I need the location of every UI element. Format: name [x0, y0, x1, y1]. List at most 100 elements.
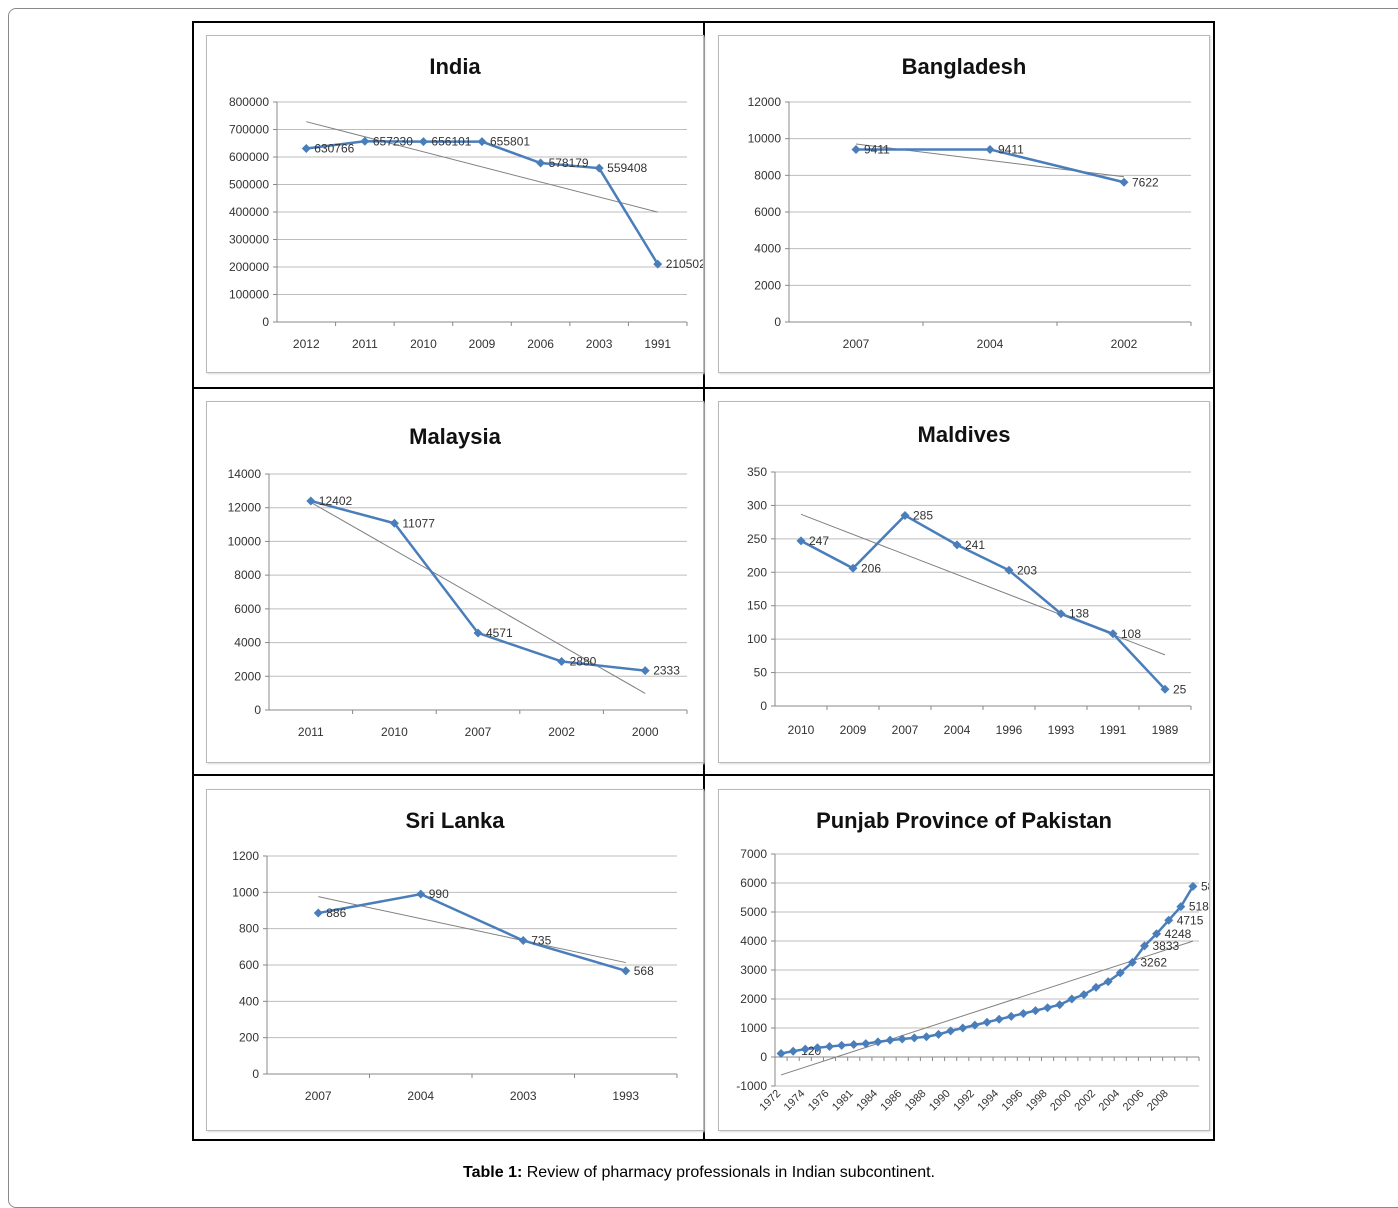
y-tick-label: 6000 — [234, 602, 261, 616]
y-tick-label: 6000 — [740, 876, 767, 890]
series-line — [856, 148, 1125, 184]
data-label: 3833 — [1152, 939, 1179, 953]
y-tick-label: 3000 — [740, 963, 767, 977]
table-column-divider — [703, 23, 705, 1139]
chart-india-svg: India 0 100000 200000 300000 400000 500000 6000… — [229, 54, 703, 351]
x-tick-label: 2002 — [548, 725, 575, 739]
data-label: 9411 — [998, 142, 1024, 156]
data-point — [301, 144, 311, 154]
data-point — [389, 518, 399, 528]
data-point — [825, 1042, 835, 1052]
data-point — [897, 1034, 907, 1044]
series-line — [310, 499, 646, 672]
x-tick-label: 2003 — [510, 1089, 537, 1103]
data-point — [557, 656, 567, 666]
y-tick-label: 300000 — [229, 233, 269, 247]
x-tick-label: 2011 — [352, 337, 378, 351]
chart-srilanka: Sri Lanka 0 200 400 600 800 1000 1200 2007 2004 20… — [206, 789, 704, 1131]
data-point — [621, 966, 631, 976]
y-tick-label: 0 — [252, 1067, 259, 1081]
data-point — [1160, 684, 1170, 694]
data-point — [970, 1020, 980, 1030]
data-label: 578179 — [549, 156, 589, 170]
y-tick-label: 800 — [239, 922, 259, 936]
data-point — [1103, 977, 1113, 987]
y-tick-label: 12000 — [748, 95, 782, 109]
data-label: 9411 — [864, 142, 890, 156]
chart-punjab: Punjab Province of Pakistan -1000 0 1000 200… — [718, 789, 1210, 1131]
chart-malaysia-svg: Malaysia 0 2000 4000 6000 8000 10000 12000 14000… — [228, 424, 688, 739]
data-point — [1139, 941, 1149, 951]
data-point — [909, 1033, 919, 1043]
table-row-divider — [194, 387, 1213, 389]
data-label: 886 — [326, 906, 346, 920]
data-label: 138 — [1069, 607, 1089, 621]
data-point — [796, 536, 806, 546]
x-tick-label: 2007 — [892, 723, 919, 737]
x-tick-label: 1996 — [1000, 1088, 1026, 1114]
y-tick-label: 6000 — [754, 205, 781, 219]
data-label: 655801 — [490, 135, 530, 149]
x-tick-label: 2010 — [381, 725, 408, 739]
data-label: 2880 — [570, 654, 597, 668]
data-point — [1176, 902, 1186, 912]
x-tick-label: 2007 — [305, 1089, 332, 1103]
chart-maldives: Maldives 0 50 100 150 200 250 300 350 2010 2009 200… — [718, 401, 1210, 763]
x-tick-label: 2008 — [1145, 1088, 1171, 1114]
x-tick-label: 2004 — [977, 337, 1004, 351]
y-tick-label: 0 — [760, 1050, 767, 1064]
data-point — [1152, 929, 1162, 939]
data-point — [873, 1037, 883, 1047]
chart-title: Sri Lanka — [405, 808, 505, 833]
x-tick-label: 1993 — [1048, 723, 1075, 737]
x-tick-label: 2011 — [298, 725, 324, 739]
x-tick-label: 1992 — [951, 1088, 977, 1114]
chart-punjab-svg: Punjab Province of Pakistan -1000 0 1000 200… — [736, 808, 1209, 1114]
data-label: 108 — [1121, 627, 1141, 641]
data-point — [885, 1035, 895, 1045]
x-tick-label: 2002 — [1072, 1088, 1098, 1114]
x-tick-label: 2000 — [1048, 1088, 1074, 1114]
x-tick-label: 2000 — [632, 725, 659, 739]
chart-india: India 0 100000 200000 300000 400000 500000 6000… — [206, 35, 704, 373]
y-tick-label: 100000 — [229, 288, 269, 302]
data-point — [946, 1026, 956, 1036]
data-label: 7622 — [1132, 175, 1159, 189]
data-label: 630766 — [314, 142, 354, 156]
data-point — [360, 136, 370, 146]
data-label: 559408 — [607, 161, 647, 175]
data-point — [477, 137, 487, 147]
y-tick-label: 8000 — [754, 168, 781, 182]
data-point — [861, 1039, 871, 1049]
data-point — [1067, 994, 1077, 1004]
data-point — [788, 1046, 798, 1056]
x-tick-label: 1998 — [1024, 1088, 1050, 1114]
data-point — [934, 1029, 944, 1039]
y-tick-label: 2000 — [234, 669, 261, 683]
data-point — [1079, 990, 1089, 1000]
data-point — [313, 908, 323, 918]
y-tick-label: 700000 — [229, 123, 269, 137]
x-tick-label: 2007 — [843, 337, 870, 351]
y-tick-label: 800000 — [229, 95, 269, 109]
figure-table: India 0 100000 200000 300000 400000 500000 6000… — [192, 21, 1215, 1141]
x-tick-label: 2003 — [586, 337, 613, 351]
chart-bangladesh-svg: Bangladesh 0 2000 4000 6000 8000 10000 12000 200… — [748, 54, 1192, 351]
data-point — [800, 1044, 810, 1054]
y-tick-label: 4000 — [234, 636, 261, 650]
data-label: 990 — [429, 887, 449, 901]
data-point — [812, 1043, 822, 1053]
data-point — [1127, 957, 1137, 967]
y-tick-label: 1000 — [232, 885, 259, 899]
x-tick-label: 1993 — [612, 1089, 639, 1103]
y-tick-label: 200000 — [229, 260, 269, 274]
data-point — [776, 1049, 786, 1059]
trendline — [310, 501, 646, 694]
x-tick-label: 1981 — [830, 1088, 856, 1114]
data-label: 2333 — [653, 664, 680, 678]
data-label: 25 — [1173, 682, 1187, 696]
data-point — [306, 496, 316, 506]
series-line — [800, 513, 1166, 691]
y-tick-label: 250 — [747, 532, 767, 546]
